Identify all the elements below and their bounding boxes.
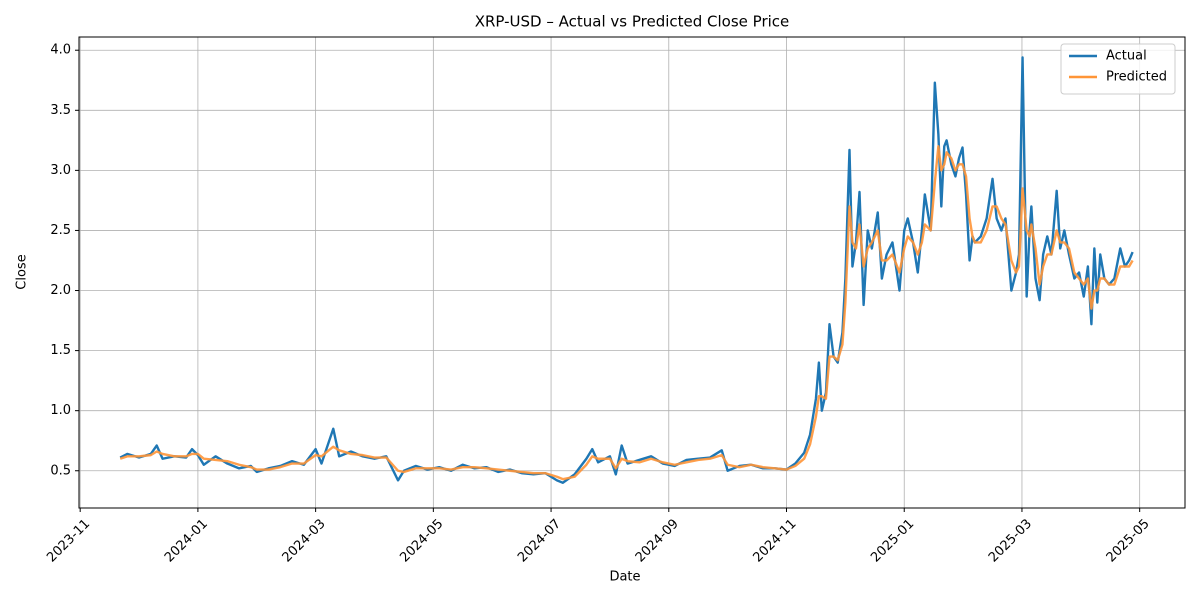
x-tick-label: 2025-05	[1104, 516, 1153, 565]
y-tick-label: 1.0	[50, 403, 71, 418]
y-tick-label: 2.5	[50, 223, 71, 238]
x-tick-label: 2024-01	[162, 516, 211, 565]
legend-label: Actual	[1106, 49, 1147, 64]
y-tick-label: 4.0	[50, 43, 71, 58]
x-tick-label: 2025-01	[868, 516, 917, 565]
legend-label: Predicted	[1106, 70, 1167, 85]
y-tick-label: 3.5	[50, 103, 71, 118]
y-tick-label: 1.5	[50, 343, 71, 358]
y-tick-label: 2.0	[50, 283, 71, 298]
x-tick-label: 2025-03	[986, 516, 1035, 565]
x-tick-label: 2024-11	[751, 516, 800, 565]
x-tick-label: 2024-07	[515, 516, 564, 565]
x-tick-label: 2024-09	[633, 516, 682, 565]
series-line	[119, 145, 1134, 481]
legend: Actual Predicted	[1060, 43, 1176, 95]
x-tick-label: 2024-03	[280, 516, 329, 565]
chart-title: XRP-USD – Actual vs Predicted Close Pric…	[475, 13, 790, 31]
x-tick-label: 2023-11	[44, 516, 93, 565]
y-tick-label: 3.0	[50, 163, 71, 178]
y-axis-label: Close	[15, 254, 30, 289]
x-tick-label: 2024-05	[397, 516, 446, 565]
plot-frame	[78, 36, 1186, 509]
series-line	[119, 56, 1134, 484]
x-axis-label: Date	[609, 570, 640, 585]
y-tick-label: 0.5	[50, 463, 71, 478]
